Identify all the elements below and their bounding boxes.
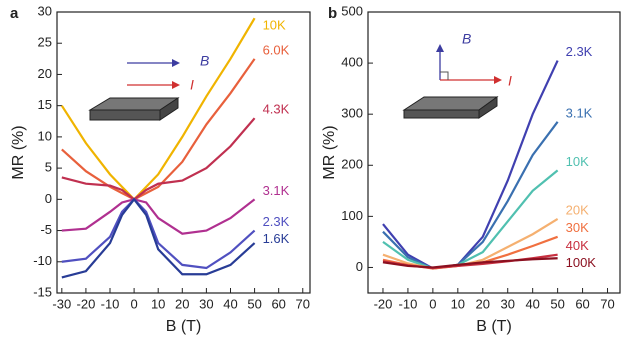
x-tick-label: 10 xyxy=(451,296,465,311)
inset-label: I xyxy=(508,73,512,89)
legend-label: 3.1K xyxy=(566,105,593,120)
x-tick-label: 60 xyxy=(271,296,285,311)
x-tick-label: -20 xyxy=(77,296,96,311)
y-tick-label: -10 xyxy=(33,253,52,268)
y-tick-label: 15 xyxy=(38,97,52,112)
legend-label: 100K xyxy=(566,255,597,270)
x-tick-label: -10 xyxy=(101,296,120,311)
x-axis-label: B (T) xyxy=(166,318,202,335)
panel-label: b xyxy=(328,5,337,22)
y-axis-label: MR (%) xyxy=(321,125,338,179)
plot-frame xyxy=(56,11,311,294)
legend-label: 10K xyxy=(566,154,589,169)
x-axis-label: B (T) xyxy=(476,318,512,335)
y-tick-label: 500 xyxy=(341,3,363,18)
x-tick-label: -20 xyxy=(374,296,393,311)
y-tick-label: 300 xyxy=(341,106,363,121)
y-tick-label: 0 xyxy=(356,259,363,274)
y-tick-label: 10 xyxy=(38,128,52,143)
legend-label: 1.6K xyxy=(263,231,290,246)
b-arrow-head xyxy=(436,44,444,52)
inset-a xyxy=(88,59,180,121)
b-arrow-head xyxy=(172,59,180,67)
right-angle xyxy=(440,71,449,80)
legend-label: 3.1K xyxy=(263,183,290,198)
series-line xyxy=(60,17,256,201)
y-tick-label: 200 xyxy=(341,157,363,172)
x-tick-label: 20 xyxy=(476,296,490,311)
sample-edge xyxy=(478,96,498,119)
legend-label: 20K xyxy=(566,202,589,217)
x-tick-label: 20 xyxy=(175,296,189,311)
series-line xyxy=(61,58,256,201)
inset-label: I xyxy=(190,77,194,93)
sample-edge xyxy=(159,97,179,121)
legend-label: 2.3K xyxy=(566,44,593,59)
y-tick-label: 0 xyxy=(45,191,52,206)
series-line xyxy=(61,197,256,270)
x-tick-label: 40 xyxy=(525,296,539,311)
y-axis-label: MR (%) xyxy=(10,125,27,179)
x-tick-label: 30 xyxy=(500,296,514,311)
y-tick-label: 100 xyxy=(341,208,363,223)
x-tick-label: -30 xyxy=(52,296,71,311)
panel-label: a xyxy=(10,5,19,22)
y-tick-label: 25 xyxy=(38,35,52,50)
x-tick-label: 10 xyxy=(151,296,165,311)
y-tick-label: -5 xyxy=(40,222,52,237)
series-line xyxy=(61,117,256,201)
series-line xyxy=(382,121,559,270)
x-tick-label: 40 xyxy=(223,296,237,311)
series-line xyxy=(61,197,256,279)
legend-label: 40K xyxy=(566,238,589,253)
legend-label: 4.3K xyxy=(263,102,290,117)
y-tick-label: 400 xyxy=(341,55,363,70)
x-tick-label: 60 xyxy=(575,296,589,311)
inset-b xyxy=(402,44,502,119)
legend-label: 10K xyxy=(263,17,286,32)
y-tick-label: 30 xyxy=(38,3,52,18)
series-line xyxy=(382,60,559,270)
legend-label: 30K xyxy=(566,220,589,235)
legend-label: 2.3K xyxy=(263,214,290,229)
inset-label: B xyxy=(200,53,209,69)
i-arrow-head xyxy=(494,76,502,84)
x-tick-label: 0 xyxy=(429,296,436,311)
sample-side xyxy=(403,109,480,119)
y-tick-label: 20 xyxy=(38,66,52,81)
sample-side xyxy=(89,109,161,121)
x-tick-label: 30 xyxy=(199,296,213,311)
x-tick-label: 50 xyxy=(550,296,564,311)
inset-label: B xyxy=(462,31,471,47)
x-tick-label: 70 xyxy=(600,296,614,311)
x-tick-label: 50 xyxy=(247,296,261,311)
series-line xyxy=(61,198,256,235)
x-tick-label: -10 xyxy=(399,296,418,311)
x-tick-label: 70 xyxy=(296,296,310,311)
series-line xyxy=(382,169,559,270)
y-tick-label: -15 xyxy=(33,284,52,299)
legend-label: 6.0K xyxy=(263,42,290,57)
i-arrow-head xyxy=(172,81,180,89)
series-line xyxy=(382,257,558,269)
plot-frame xyxy=(367,11,621,294)
y-tick-label: 5 xyxy=(45,160,52,175)
x-tick-label: 0 xyxy=(130,296,137,311)
